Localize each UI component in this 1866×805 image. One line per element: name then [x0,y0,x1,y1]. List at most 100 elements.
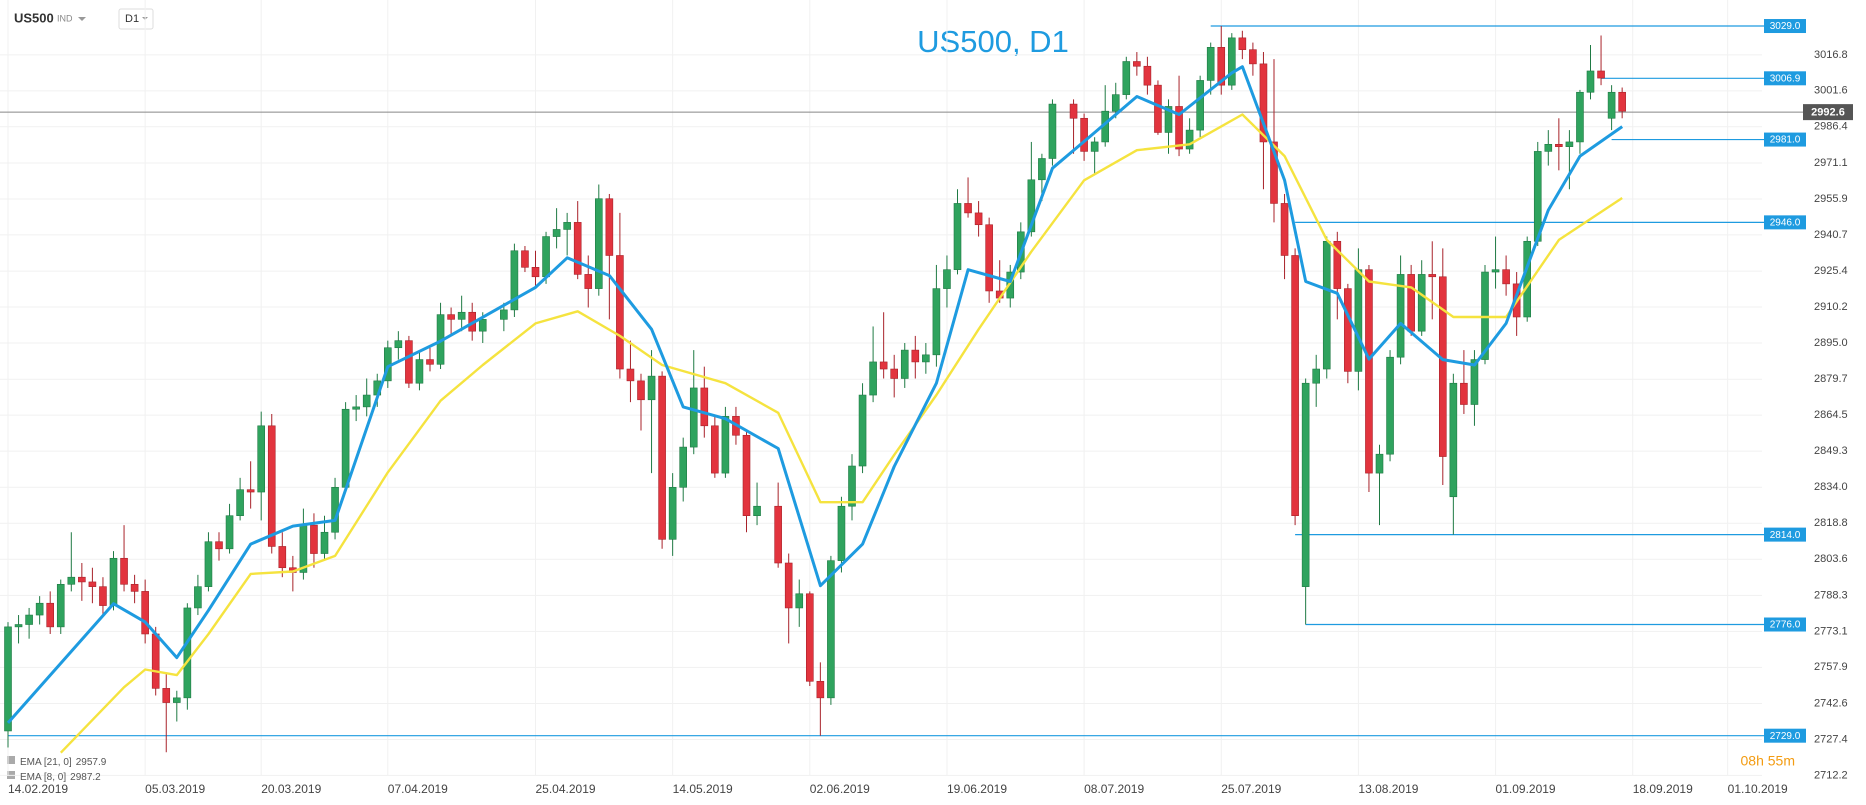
candle-body [415,359,424,384]
candle-body [500,309,508,320]
candle-body [932,288,941,356]
x-tick-label: 25.04.2019 [536,782,596,796]
y-tick-label: 2864.5 [1814,409,1848,421]
candle-body [99,586,107,606]
y-tick-label: 2879.7 [1814,373,1848,385]
candle-body [1291,255,1299,516]
level-label-box [1764,19,1806,34]
y-tick-label: 2773.1 [1814,625,1848,637]
candle-body [584,274,593,289]
y-tick-label: 2955.9 [1814,193,1848,205]
candle-body [848,465,856,507]
candle-body [689,387,698,448]
axes: 2712.2 2727.4 2742.6 2757.9 2773.1 2788.3 2803… [8,49,1848,796]
x-tick-label: 01.09.2019 [1496,782,1556,796]
candle-body [974,212,983,226]
candle-body [1164,106,1173,133]
x-tick-label: 25.07.2019 [1221,782,1281,796]
candle-body [869,361,877,396]
candle-body [668,487,677,540]
candle-body [1344,288,1352,372]
legend-icon[interactable] [7,756,15,764]
candle-body [943,269,951,289]
y-tick-label: 2971.1 [1814,157,1848,169]
ema-line [6,65,1624,724]
candle-body [1618,91,1626,112]
timeframe[interactable]: D1 [125,13,139,25]
y-tick-label: 2818.8 [1814,517,1848,529]
candle-body [1154,84,1162,133]
candle-body [711,425,719,474]
candle-body [1597,70,1605,79]
candle-body [1048,103,1057,159]
level-label-box [1764,728,1806,743]
candle-body [1502,269,1510,285]
candle-body [658,375,666,540]
y-tick-label: 2788.3 [1814,589,1848,601]
legend-name: EMA [8, 0] [20,772,66,783]
candle-body [1122,61,1131,95]
candle-body [457,311,466,320]
level-label-box [1764,215,1806,230]
x-tick-label: 13.08.2019 [1358,782,1418,796]
x-tick-label: 14.02.2019 [8,782,68,796]
level-label: 2776.0 [1770,620,1801,631]
candle-body [215,541,223,550]
y-tick-label: 3016.8 [1814,49,1848,61]
candle-body [753,505,761,516]
level-label: 2946.0 [1770,218,1801,229]
candle-body [56,583,65,628]
candle-body [1354,269,1363,372]
candle-body [816,680,825,699]
candle-body [25,614,33,625]
candle-body [88,581,97,587]
chart-title: US500, D1 [917,24,1069,59]
indicators [6,65,1624,754]
x-tick-label: 18.09.2019 [1633,782,1693,796]
x-tick-label: 01.10.2019 [1728,782,1788,796]
candle-body [225,515,234,550]
market-tag[interactable]: IND [57,13,73,23]
candle-body [1407,274,1415,332]
candle-body [394,340,403,349]
x-tick-label: 05.03.2019 [145,782,205,796]
candle-body [183,607,192,699]
candle-body [1217,47,1226,86]
candle-body [151,633,160,689]
level-label-box [1764,527,1806,542]
x-tick-label: 02.06.2019 [810,782,870,796]
candle-body [257,425,266,493]
x-tick-label: 20.03.2019 [261,782,321,796]
candle-body [141,591,149,635]
candle-body [563,222,571,230]
candle-body [1006,271,1015,299]
timeframe-box[interactable] [118,8,154,30]
candle-body [531,267,540,278]
level-label: 2729.0 [1770,731,1801,742]
y-tick-label: 2849.3 [1814,445,1848,457]
candle-body [679,446,688,488]
candle-body [1460,382,1468,405]
legend-value: 2957.9 [76,757,107,768]
candle-body [1586,70,1595,93]
legend-entry: EMA [21, 0] 2957.9 [20,757,107,768]
candle-body [1027,179,1036,233]
level-label: 2814.0 [1770,530,1801,541]
y-tick-label: 2925.4 [1814,265,1848,277]
candle-body [130,583,139,592]
candle-body [299,524,308,573]
x-tick-label: 19.06.2019 [947,782,1007,796]
candle-body [922,354,930,363]
legend-name: EMA [21, 0] [20,757,72,768]
candle-body [120,557,128,585]
candle-body [837,505,846,561]
y-tick-label: 2895.0 [1814,337,1848,349]
candle-body [4,626,12,732]
candle-body [637,380,645,401]
dropdown-caret[interactable] [78,17,86,21]
candle-body [900,349,909,379]
candle-body [1312,368,1320,384]
candle-body [278,546,287,569]
level-label: 3006.9 [1770,73,1801,84]
candle-body [426,359,434,365]
